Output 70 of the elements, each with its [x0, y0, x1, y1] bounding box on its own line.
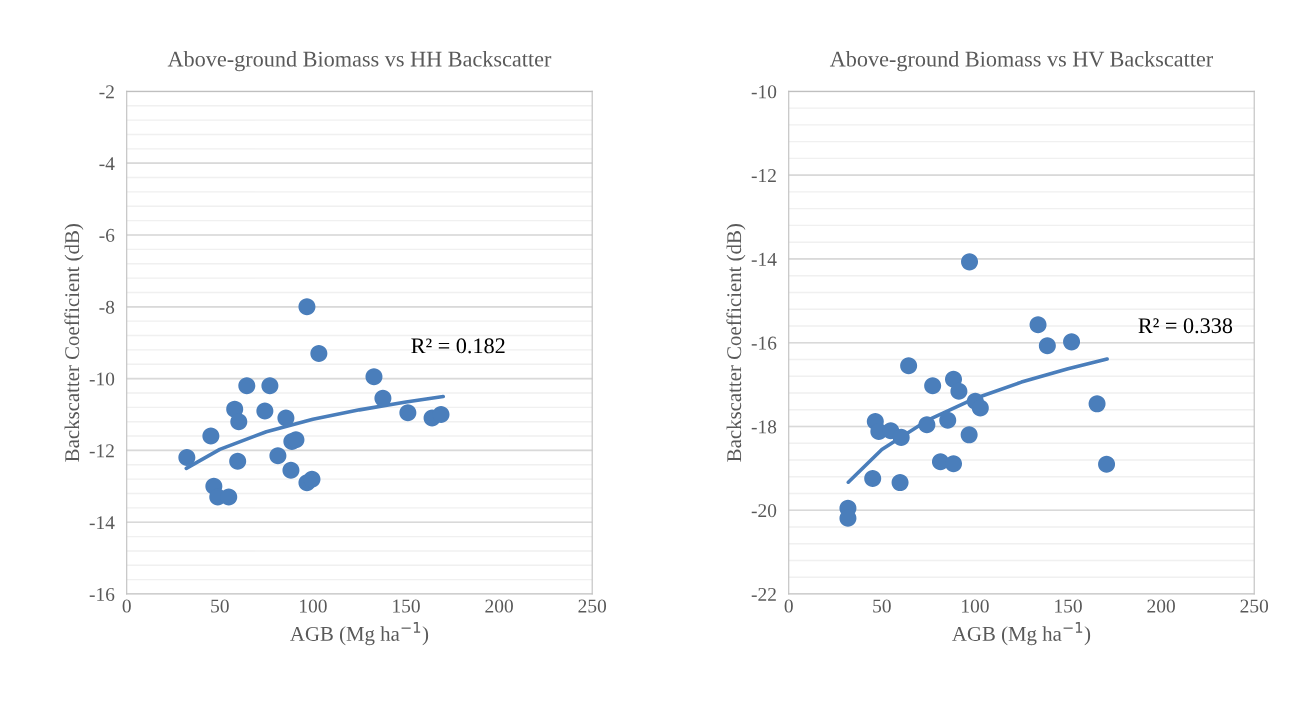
chart-title: Above-ground Biomass vs HV Backscatter — [829, 50, 1214, 72]
annotation: R² = 0.182 — [411, 338, 505, 354]
x-tick-label: 100 — [962, 599, 989, 613]
point — [971, 399, 989, 417]
point — [277, 409, 295, 427]
y-tick-label: -20 — [751, 504, 777, 518]
point — [924, 377, 942, 395]
point — [1063, 333, 1081, 351]
point — [891, 474, 909, 492]
y-tick-label: -16 — [751, 336, 777, 350]
x-tick-label: 150 — [1055, 599, 1082, 613]
point — [365, 368, 383, 386]
x-tick-label: 200 — [1147, 599, 1175, 613]
y-tick-label: -18 — [751, 420, 777, 434]
point — [269, 447, 287, 465]
point — [960, 426, 978, 444]
y-tick-label: -10 — [751, 85, 777, 99]
x-tick-label: 250 — [1240, 599, 1269, 613]
point — [918, 416, 936, 434]
point — [950, 382, 968, 400]
y-axis-title: Backscatter Coefficient (dB) — [726, 224, 746, 462]
point — [939, 411, 957, 429]
annotation: R² = 0.338 — [1138, 318, 1233, 334]
point — [202, 427, 220, 445]
x-tick-label: 200 — [485, 599, 513, 613]
point — [230, 413, 248, 431]
x-axis-title: AGB (Mg ha$^{−1}$) — [952, 622, 1091, 646]
x-axis-title: AGB (Mg ha$^{−1}$) — [290, 622, 429, 646]
point — [945, 455, 963, 473]
point — [864, 469, 882, 487]
point — [1038, 337, 1056, 355]
y-tick-label: -8 — [99, 300, 115, 314]
point — [892, 428, 910, 446]
point — [282, 461, 300, 479]
point — [256, 402, 274, 420]
x-tick-label: 50 — [873, 599, 891, 613]
point — [310, 344, 328, 362]
y-tick-label: -14 — [89, 516, 115, 529]
chart-title: Above-ground Biomass vs HH Backscatter — [167, 50, 552, 72]
y-tick-label: -4 — [99, 157, 115, 170]
point — [399, 404, 417, 422]
x-tick-label: 50 — [211, 599, 229, 613]
point — [303, 470, 321, 488]
y-tick-label: -2 — [99, 85, 114, 99]
x-tick-label: 250 — [578, 599, 607, 613]
x-tick-label: 100 — [300, 599, 327, 613]
point — [1029, 316, 1047, 334]
point — [261, 377, 279, 395]
point — [374, 389, 392, 407]
point — [298, 298, 316, 316]
y-axis-title: Backscatter Coefficient (dB) — [64, 224, 84, 462]
y-tick-label: -16 — [89, 587, 115, 601]
point — [1098, 455, 1116, 473]
x-tick-label: 0 — [122, 599, 131, 613]
y-tick-label: -12 — [89, 444, 114, 458]
point — [961, 253, 979, 271]
x-tick-label: 0 — [784, 599, 793, 613]
line-series — [846, 357, 1109, 485]
point — [1088, 395, 1106, 413]
y-tick-label: -22 — [751, 587, 776, 601]
y-tick-label: -10 — [89, 372, 115, 386]
y-tick-label: -6 — [99, 228, 115, 242]
point — [178, 449, 196, 467]
y-tick-label: -12 — [751, 169, 776, 182]
x-tick-label: 150 — [393, 599, 420, 613]
point — [900, 357, 918, 375]
point — [238, 377, 256, 395]
point — [229, 452, 247, 470]
point — [432, 406, 450, 424]
y-tick-label: -14 — [751, 252, 777, 266]
